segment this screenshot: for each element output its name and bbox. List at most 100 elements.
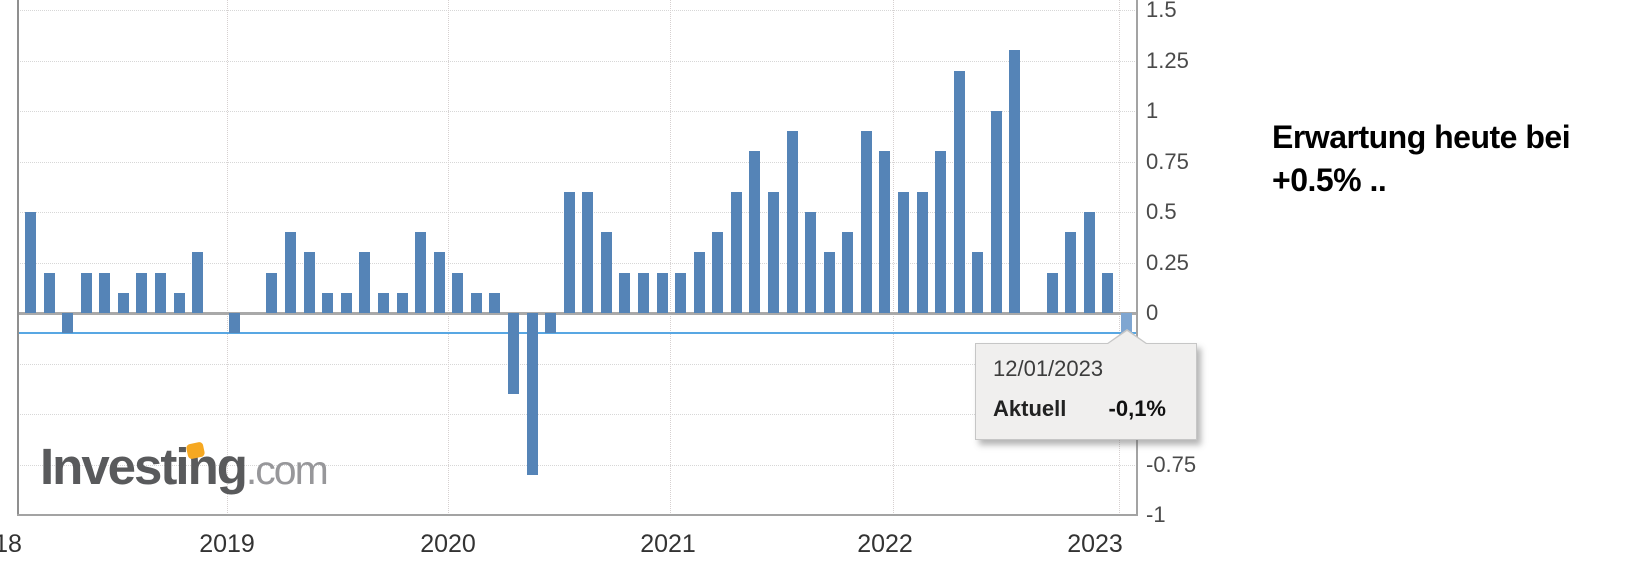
bar[interactable] xyxy=(954,71,965,313)
bar[interactable] xyxy=(266,273,277,313)
bar[interactable] xyxy=(861,131,872,313)
bar[interactable] xyxy=(359,252,370,313)
bar[interactable] xyxy=(619,273,630,313)
tooltip-value: -0,1% xyxy=(1108,396,1166,421)
bar[interactable] xyxy=(1065,232,1076,313)
bar[interactable] xyxy=(787,131,798,313)
gridline-v xyxy=(670,0,671,515)
gridline-v xyxy=(227,0,228,515)
x-tick-label: 2021 xyxy=(640,530,696,558)
bar[interactable] xyxy=(62,313,73,333)
bar[interactable] xyxy=(638,273,649,313)
y-tick-label: 1.25 xyxy=(1146,48,1189,73)
y-tick-label: 0.25 xyxy=(1146,250,1189,275)
zero-axis-line xyxy=(18,312,1137,315)
bar[interactable] xyxy=(972,252,983,313)
bar[interactable] xyxy=(81,273,92,313)
y-tick-label: 1 xyxy=(1146,98,1159,123)
bar[interactable] xyxy=(675,273,686,313)
gridline-h xyxy=(18,363,1137,365)
bar[interactable] xyxy=(842,232,853,313)
chart-plot-area[interactable] xyxy=(0,0,1205,577)
investing-logo: Investing.com xyxy=(40,437,329,496)
tooltip-date: 12/01/2023 xyxy=(993,356,1104,381)
y-tick-label: 0 xyxy=(1146,300,1159,325)
gridline-v xyxy=(448,0,449,515)
tooltip-label: Aktuell xyxy=(993,396,1067,421)
gridline-h xyxy=(18,464,1137,466)
bar[interactable] xyxy=(694,252,705,313)
bar[interactable] xyxy=(489,293,500,313)
bar[interactable] xyxy=(991,111,1002,313)
bar[interactable] xyxy=(136,273,147,313)
bar[interactable] xyxy=(601,232,612,313)
bar[interactable] xyxy=(118,293,129,313)
bar[interactable] xyxy=(657,273,668,313)
tooltip-row: Aktuell -0,1% xyxy=(993,396,1166,422)
bar[interactable] xyxy=(192,252,203,313)
bar[interactable] xyxy=(917,192,928,313)
gridline-v xyxy=(893,0,894,515)
expectation-note-line2: +0.5% .. xyxy=(1272,162,1387,198)
bar[interactable] xyxy=(712,232,723,313)
x-tick-label: 2023 xyxy=(1067,530,1123,558)
y-tick-label: -1 xyxy=(1146,502,1166,527)
gridline-h xyxy=(18,414,1137,415)
bar[interactable] xyxy=(1084,212,1095,313)
bar[interactable] xyxy=(322,293,333,313)
bar[interactable] xyxy=(824,252,835,313)
axis-border-bottom xyxy=(17,514,1138,516)
axis-border-right xyxy=(1136,0,1138,516)
bar[interactable] xyxy=(768,192,779,313)
bar[interactable] xyxy=(935,151,946,313)
bar[interactable] xyxy=(25,212,36,313)
bar[interactable] xyxy=(749,151,760,313)
bar[interactable] xyxy=(452,273,463,313)
bar[interactable] xyxy=(415,232,426,313)
bar-current[interactable] xyxy=(1121,313,1132,333)
bar[interactable] xyxy=(879,151,890,313)
bar[interactable] xyxy=(582,192,593,313)
investing-logo-text: Investing xyxy=(40,438,248,495)
bar[interactable] xyxy=(1102,273,1113,313)
bar[interactable] xyxy=(44,273,55,313)
y-tick-label: -0.75 xyxy=(1146,452,1197,477)
bar[interactable] xyxy=(1047,273,1058,313)
gridline-h xyxy=(18,10,1137,11)
expectation-note: Erwartung heute bei +0.5% .. xyxy=(1272,116,1571,202)
bar[interactable] xyxy=(285,232,296,313)
bar[interactable] xyxy=(1009,50,1020,313)
bar[interactable] xyxy=(397,293,408,313)
bar[interactable] xyxy=(564,192,575,313)
chart-tooltip: 12/01/2023 Aktuell -0,1% xyxy=(975,329,1197,440)
gridline-h xyxy=(18,111,1137,112)
x-tick-label: 2020 xyxy=(420,530,476,558)
tooltip-arrow-fill-icon xyxy=(1108,331,1146,344)
gridline-h xyxy=(18,60,1137,62)
bar[interactable] xyxy=(99,273,110,313)
bar[interactable] xyxy=(378,293,389,313)
investing-logo-com: .com xyxy=(245,447,329,493)
bar[interactable] xyxy=(898,192,909,313)
bar[interactable] xyxy=(471,293,482,313)
y-tick-label: 0.5 xyxy=(1146,199,1177,224)
bar[interactable] xyxy=(304,252,315,313)
bar[interactable] xyxy=(545,313,556,333)
bar[interactable] xyxy=(229,313,240,333)
y-tick-label: 1.5 xyxy=(1146,0,1177,22)
y-tick-label: 0.75 xyxy=(1146,149,1189,174)
bar[interactable] xyxy=(508,313,519,394)
bar[interactable] xyxy=(805,212,816,313)
gridline-h xyxy=(18,212,1137,213)
bar[interactable] xyxy=(174,293,185,313)
current-value-line xyxy=(18,332,1137,334)
x-tick-label: 2022 xyxy=(857,530,913,558)
x-tick-label: 18 xyxy=(0,530,22,558)
expectation-note-line1: Erwartung heute bei xyxy=(1272,119,1571,155)
bar[interactable] xyxy=(527,313,538,475)
bar[interactable] xyxy=(731,192,742,313)
bar[interactable] xyxy=(341,293,352,313)
bar[interactable] xyxy=(155,273,166,313)
bar[interactable] xyxy=(434,252,445,313)
